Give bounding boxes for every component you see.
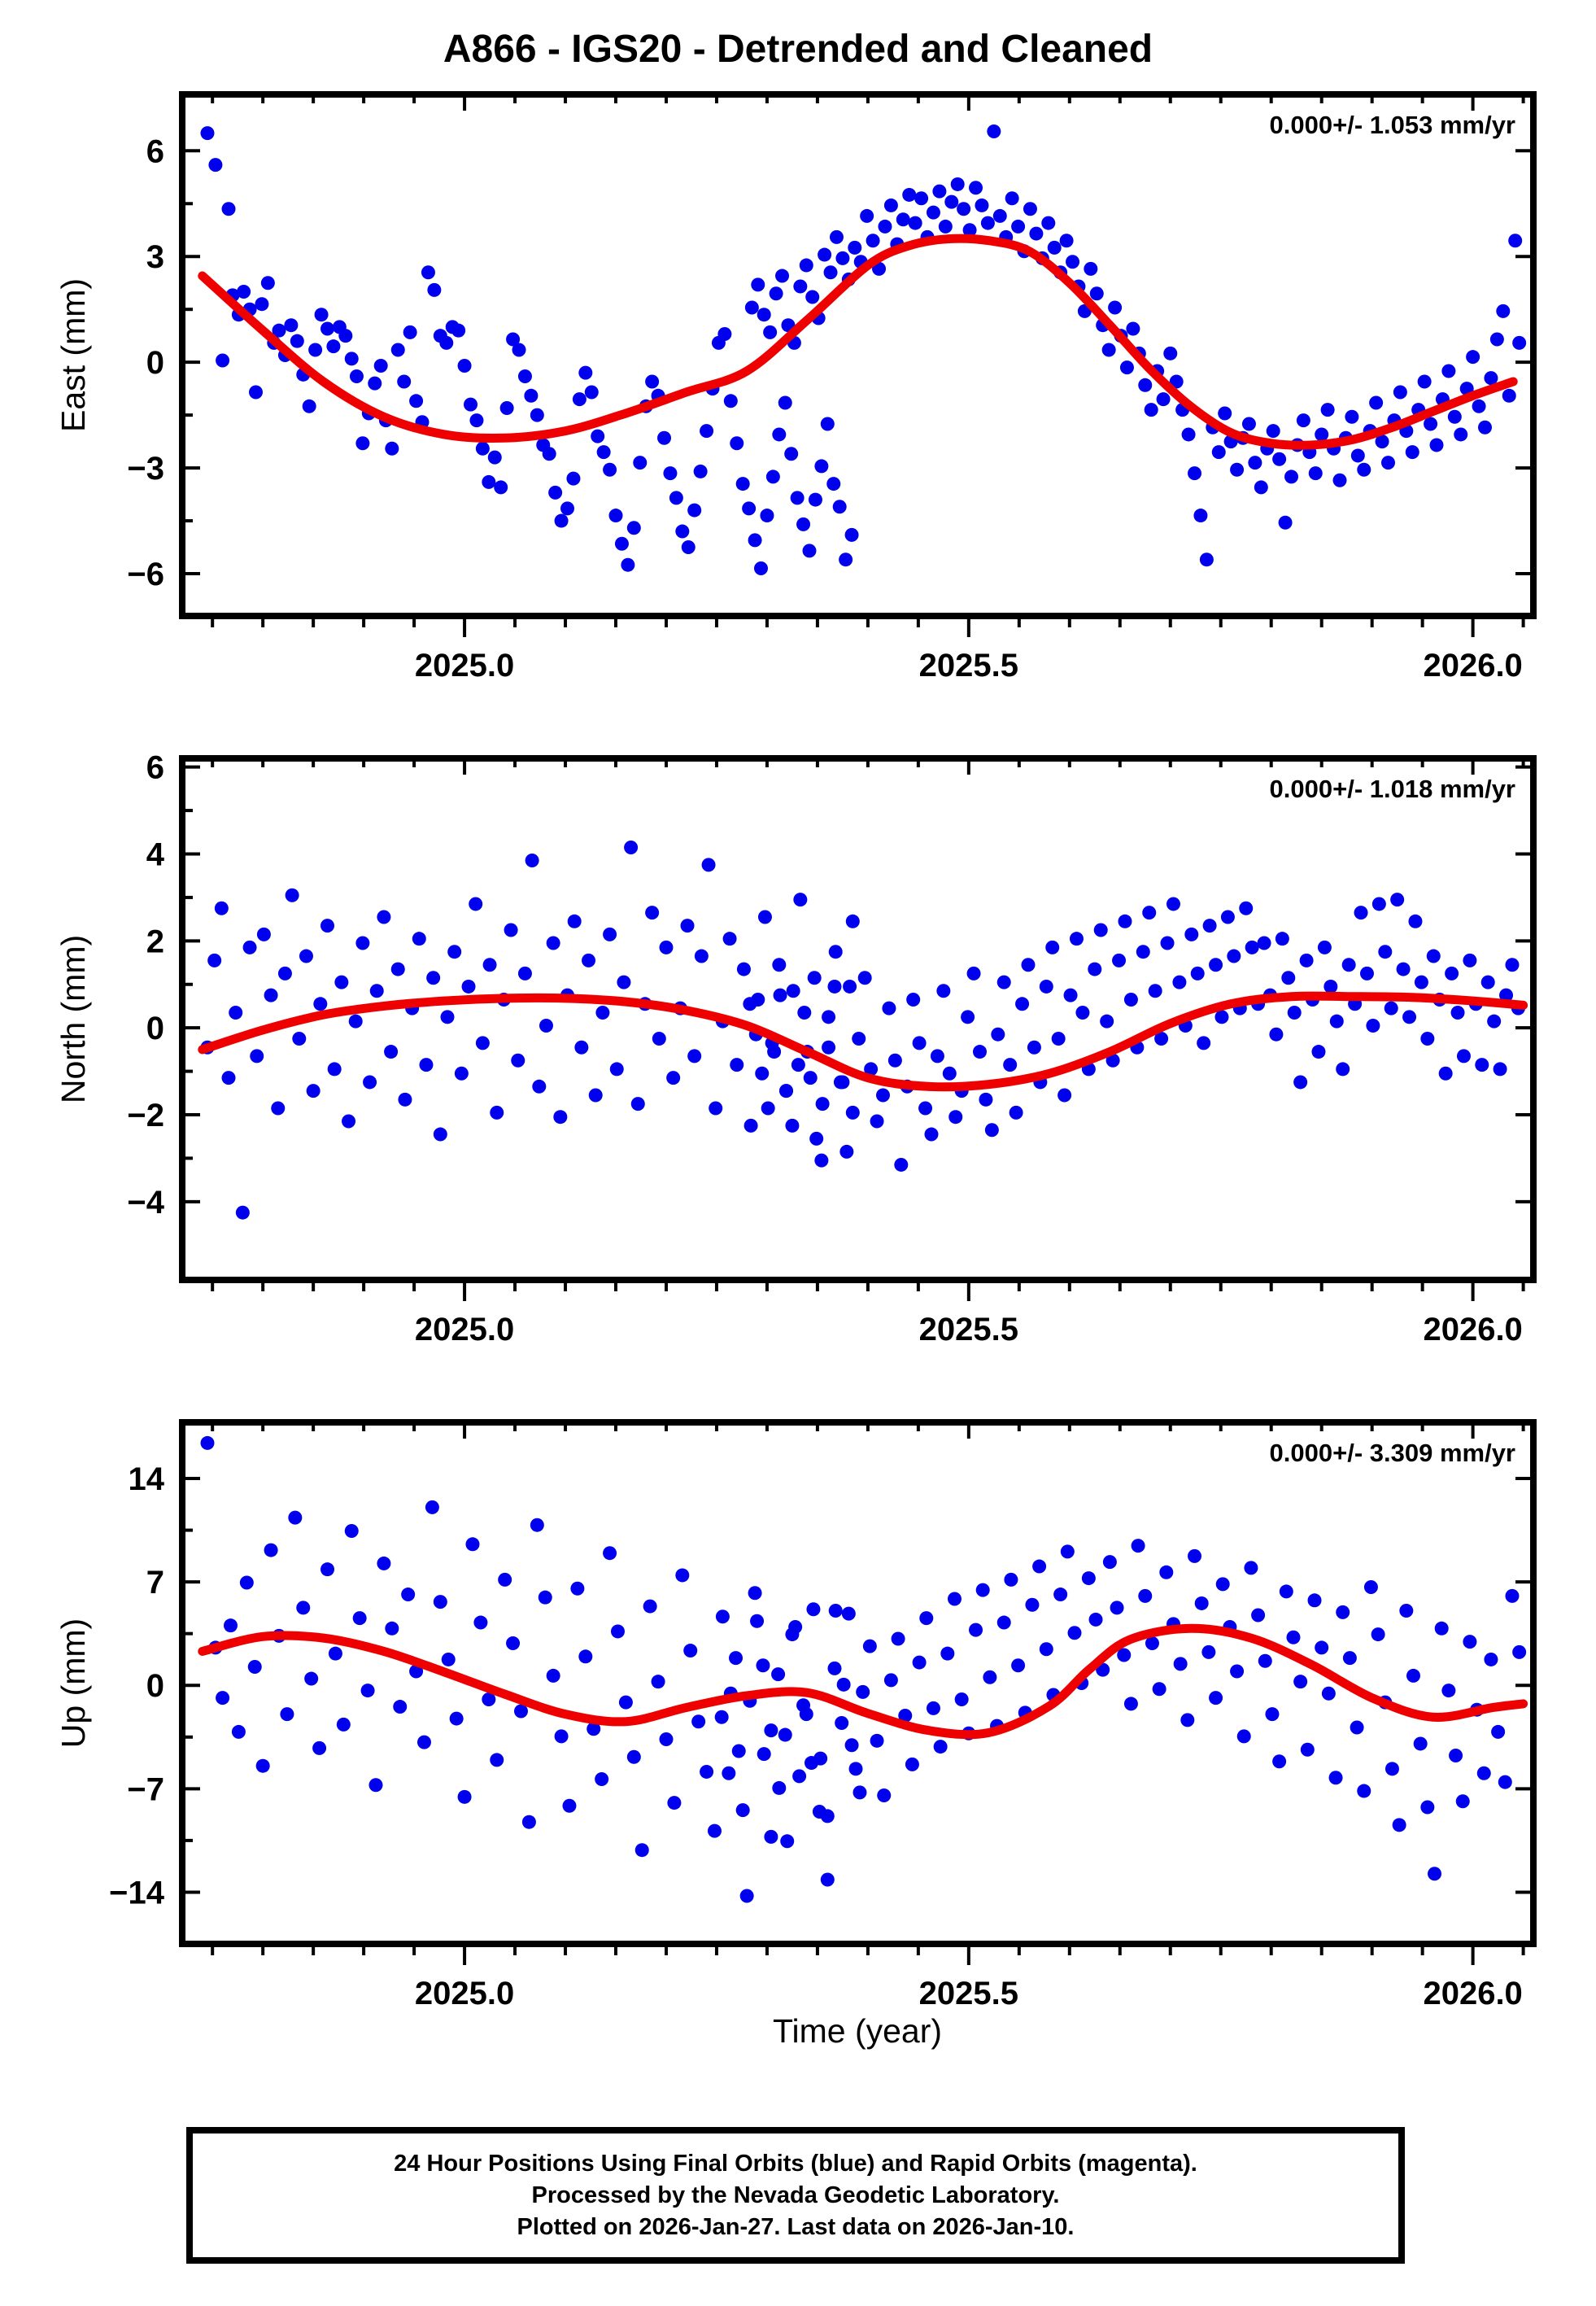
panel-east: 6 3 0 −3 −6 2025.0 2025.5 2026.0 East (mm) 0.000+… [55, 91, 1537, 684]
panel-north: 6 4 2 0 −2 −4 2025.0 2025.5 2026.0 North (mm) 0.00… [55, 750, 1537, 1347]
y-axis-title-east: East (mm) [55, 278, 92, 432]
caption-border [186, 2127, 1405, 2264]
x-tick-label: 2026.0 [1423, 1312, 1522, 1347]
x-tick-label: 2025.0 [415, 1976, 514, 2011]
page-title: A866 - IGS20 - Detrended and Cleaned [443, 28, 1153, 71]
x-tick-label: 2026.0 [1423, 1976, 1522, 2011]
rate-annotation-north: 0.000+/- 1.018 mm/yr [1270, 775, 1515, 803]
x-tick-label: 2025.0 [415, 648, 514, 684]
y-tick-label-east: 0 [146, 345, 164, 381]
data-points-north [200, 841, 1525, 1220]
y-tick-label-north: 4 [146, 837, 165, 873]
y-tick-label-east: 3 [146, 239, 164, 275]
rate-annotation-up: 0.000+/- 3.309 mm/yr [1270, 1439, 1515, 1467]
y-tick-label-up: 14 [129, 1461, 165, 1497]
x-axis-title: Time (year) [773, 2012, 942, 2050]
y-tick-label-north: 2 [146, 924, 164, 959]
fit-curve-east [198, 234, 1518, 450]
fit-curve-north [198, 991, 1528, 1092]
y-tick-label-up: 7 [146, 1565, 164, 1601]
caption-line-2: Processed by the Nevada Geodetic Laborat… [532, 2182, 1060, 2208]
plot-frame-up [179, 1419, 1537, 1947]
y-axis-title-north: North (mm) [55, 935, 92, 1103]
panel-up: 14 7 0 −7 −14 2025.0 2025.5 2026.0 Up (mm) 0.000+… [55, 1419, 1537, 2011]
caption-line-3: Plotted on 2026-Jan-27. Last data on 202… [517, 2214, 1075, 2240]
fit-curve-up [198, 1623, 1528, 1740]
plot-frame-north [179, 755, 1537, 1283]
x-tick-label: 2026.0 [1423, 648, 1522, 684]
y-tick-label-up: −14 [109, 1875, 165, 1911]
y-tick-label-north: −2 [127, 1098, 164, 1133]
y-tick-label-up: 0 [146, 1668, 164, 1704]
x-tick-label: 2025.0 [415, 1312, 514, 1347]
y-tick-label-east: −6 [127, 557, 164, 592]
x-tick-label: 2025.5 [919, 648, 1018, 684]
y-tick-label-north: 0 [146, 1011, 164, 1046]
x-tick-label: 2025.5 [919, 1312, 1018, 1347]
y-tick-label-up: −7 [127, 1771, 164, 1807]
y-tick-label-north: −4 [127, 1185, 164, 1221]
y-tick-label-east: 6 [146, 133, 164, 169]
rate-annotation-east: 0.000+/- 1.053 mm/yr [1270, 111, 1515, 139]
x-tick-label: 2025.5 [919, 1976, 1018, 2011]
caption-line-1: 24 Hour Positions Using Final Orbits (bl… [394, 2151, 1197, 2177]
y-tick-label-north: 6 [146, 750, 164, 786]
panels-group: 6 3 0 −3 −6 2025.0 2025.5 2026.0 East (mm) 0.000+… [55, 91, 1537, 2011]
plot-frame-east [179, 91, 1537, 619]
caption-box: 24 Hour Positions Using Final Orbits (bl… [186, 2127, 1405, 2264]
y-axis-title-up: Up (mm) [55, 1618, 92, 1748]
y-tick-label-east: −3 [127, 451, 164, 487]
